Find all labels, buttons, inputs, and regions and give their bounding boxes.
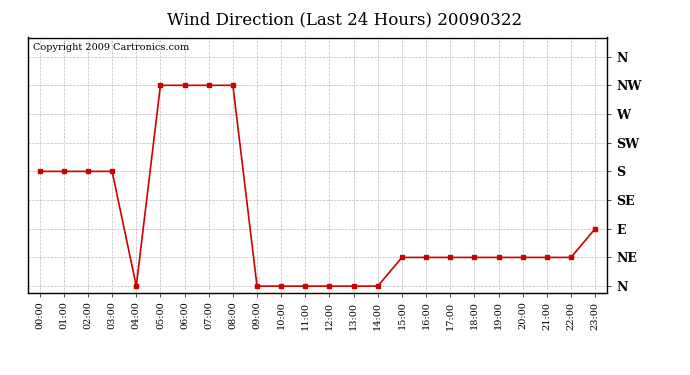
Text: Wind Direction (Last 24 Hours) 20090322: Wind Direction (Last 24 Hours) 20090322 xyxy=(168,11,522,28)
Text: Copyright 2009 Cartronics.com: Copyright 2009 Cartronics.com xyxy=(33,43,190,52)
